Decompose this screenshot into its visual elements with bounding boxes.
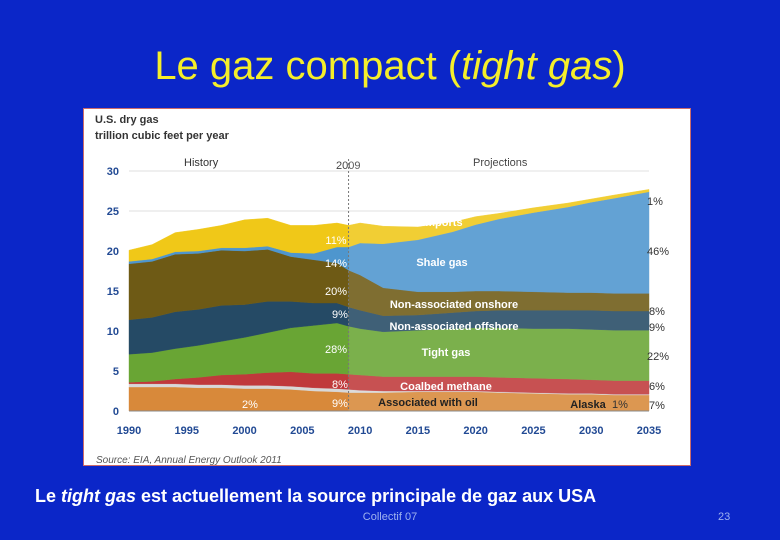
share-2035-5: 6% [649, 381, 665, 393]
share-2035-0: 1% [647, 196, 663, 208]
slide-title: Le gaz compact (tight gas) [0, 44, 780, 89]
x-tick-label-2015: 2015 [406, 425, 430, 437]
x-tick-label-2035: 2035 [637, 425, 661, 437]
series-label-6: Associated with oil [378, 397, 478, 409]
share-2035-2: 8% [649, 306, 665, 318]
y-tick-label-0: 0 [113, 406, 119, 418]
x-tick-label-2020: 2020 [463, 425, 487, 437]
projection-shade [348, 161, 649, 411]
share-2009-2: 20% [325, 286, 347, 298]
y-tick-label-20: 20 [107, 246, 119, 258]
title-prefix: Le gaz compact ( [154, 44, 462, 88]
divider-year-label: 2009 [336, 160, 360, 172]
series-label-1: Shale gas [416, 257, 467, 269]
series-label-4: Tight gas [422, 347, 471, 359]
share-2009-6: 9% [332, 398, 348, 410]
share-2009-1: 14% [325, 258, 347, 270]
x-tick-label-1995: 1995 [175, 425, 199, 437]
x-tick-label-2010: 2010 [348, 425, 372, 437]
chart-subtitle: trillion cubic feet per year [95, 130, 230, 142]
x-tick-label-1990: 1990 [117, 425, 141, 437]
share-2009-4: 28% [325, 344, 347, 356]
caption-prefix: Le [35, 486, 62, 506]
y-tick-label-10: 10 [107, 326, 119, 338]
caption-italic: tight gas [61, 486, 137, 506]
series-label-5: Coalbed methane [400, 381, 492, 393]
share-2035-7: 1% [612, 399, 628, 411]
y-tick-label-25: 25 [107, 206, 119, 218]
projections-label: Projections [473, 157, 528, 169]
share-2035-4: 22% [647, 351, 669, 363]
share-2009-3: 9% [332, 309, 348, 321]
slide-footer: Collectif 07 [362, 511, 418, 523]
y-tick-label-30: 30 [107, 166, 119, 178]
share-2035-3: 9% [649, 322, 665, 334]
chart-container: U.S. dry gas trillion cubic feet per yea… [83, 108, 691, 466]
history-label: History [184, 157, 219, 169]
share-2009-0: 11% [325, 235, 346, 247]
series-label-2: Non-associated onshore [390, 299, 518, 311]
y-tick-label-5: 5 [113, 366, 119, 378]
share-2009-7: 2% [242, 399, 258, 411]
chart-svg: U.S. dry gas trillion cubic feet per yea… [95, 114, 669, 465]
slide-caption: Le tight gas est actuellement la source … [35, 486, 596, 507]
share-2035-6: 7% [649, 400, 665, 412]
x-tick-label-2030: 2030 [579, 425, 603, 437]
source-note: Source: EIA, Annual Energy Outlook 2011 [96, 455, 282, 465]
caption-suffix: est actuellement la source principale de… [136, 486, 597, 506]
page-number: 23 [718, 511, 731, 523]
x-tick-label-2000: 2000 [232, 425, 256, 437]
title-suffix: ) [612, 44, 626, 88]
chart-title: U.S. dry gas [95, 114, 159, 126]
series-label-0: Net imports [401, 217, 462, 229]
series-label-7: Alaska [570, 399, 606, 411]
share-2035-1: 46% [647, 246, 669, 258]
x-tick-label-2025: 2025 [521, 425, 545, 437]
y-tick-label-15: 15 [107, 286, 119, 298]
title-italic: tight gas [461, 44, 613, 88]
x-tick-label-2005: 2005 [290, 425, 314, 437]
area-net-imports [128, 189, 650, 262]
series-label-3: Non-associated offshore [390, 321, 519, 333]
share-2009-5: 8% [332, 379, 348, 391]
